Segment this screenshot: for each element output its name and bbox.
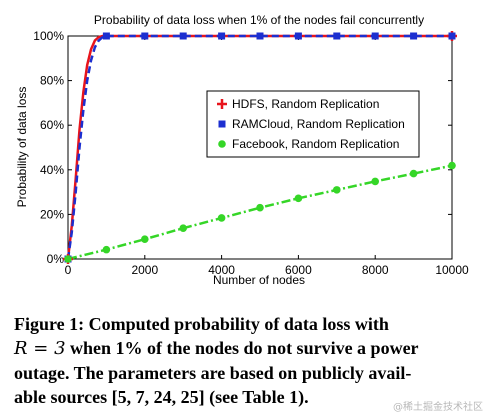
y-tick-label: 80% [40,74,64,88]
ramcloud-data-point [448,32,456,40]
facebook-data-point [64,255,72,263]
y-tick-label: 20% [40,207,64,221]
caption-line-1: Figure 1: Computed probability of data l… [14,314,389,334]
ramcloud-data-point [371,32,379,40]
ramcloud-data-point [294,32,302,40]
hdfs-legend-label: HDFS, Random Replication [232,97,379,111]
facebook-legend-label: Facebook, Random Replication [232,137,399,151]
ramcloud-data-point [410,32,418,40]
facebook-data-point [179,224,187,233]
series-layer [63,31,457,264]
ramcloud-data-point [333,32,341,40]
facebook-data-point [102,245,111,254]
facebook-data-point [141,235,149,243]
facebook-series-line [67,164,453,261]
facebook-data-point [294,194,303,203]
caption-line-4: able sources [5, 7, 24, 25] (see Table 1… [14,387,309,407]
facebook-data-point [448,161,456,170]
facebook-data-point [409,169,418,178]
ramcloud-legend-marker [218,120,226,128]
facebook-data-point [217,214,226,222]
ramcloud-data-point [141,32,149,40]
figure-caption: Figure 1: Computed probability of data l… [14,312,484,409]
y-tick-label: 40% [40,163,64,177]
caption-math: R = 3 [14,338,66,359]
x-axis-title: Number of nodes [213,273,305,287]
line-chart: Probability of data loss when 1% of the … [15,13,469,287]
watermark: @稀土掘金技术社区 [393,402,483,413]
x-tick-label: 8000 [362,263,389,277]
ramcloud-legend-label: RAMCloud, Random Replication [232,117,405,131]
legend-box [206,90,420,158]
ramcloud-series-line [66,34,452,260]
x-tick-label: 2000 [131,263,158,277]
facebook-legend-marker [218,140,226,148]
y-tick-label: 0% [47,252,65,266]
legend: HDFS, Random Replication RAMCloud, Random… [206,90,420,158]
caption-line-2: when 1% of the nodes do not survive a po… [65,338,419,358]
facebook-data-point [371,177,380,186]
x-tick-label: 6000 [285,263,312,277]
x-tick-label: 0 [65,263,72,277]
chart-title: Probability of data loss when 1% of the … [94,13,424,27]
x-tick-label: 10000 [435,263,469,277]
y-tick-label: 60% [40,118,64,132]
y-tick-label: 100% [33,29,64,43]
facebook-data-point [333,186,341,194]
x-tick-label: 4000 [208,263,235,277]
ramcloud-data-point [179,32,187,40]
ramcloud-data-point [218,32,226,40]
facebook-data-point [256,203,264,212]
ramcloud-data-point [256,32,264,40]
caption-line-3: outage. The parameters are based on publ… [14,363,412,383]
hdfs-legend-marker [217,99,227,109]
ramcloud-data-point [102,32,110,40]
y-axis-title: Probability of data loss [15,87,29,208]
